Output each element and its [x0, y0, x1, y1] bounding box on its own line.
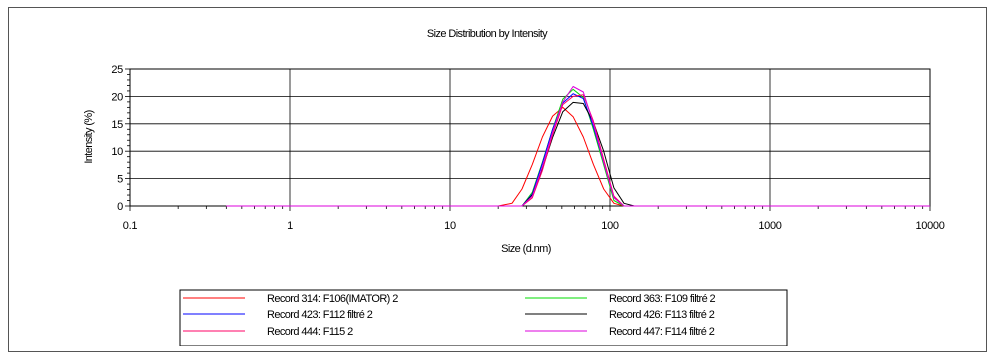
- series-line: [226, 86, 930, 207]
- y-tick-label: 5: [117, 174, 123, 186]
- legend-box: [179, 289, 788, 346]
- x-axis-label: Size (d.nm): [501, 243, 551, 255]
- y-tick-label: 10: [111, 146, 123, 158]
- y-tick-label: 0: [117, 201, 123, 213]
- legend-label: Record 363: F109 filtré 2: [609, 293, 716, 305]
- series-line: [226, 101, 930, 207]
- legend-items: Record 314: F106(IMATOR) 2 Record 363: F1…: [183, 293, 716, 338]
- series-lines: [226, 86, 930, 207]
- plot-area: [129, 68, 931, 207]
- plot-border: [129, 68, 931, 207]
- x-tick-label: 1000: [758, 220, 781, 232]
- x-tick-label: 1: [287, 220, 293, 232]
- legend-label: Record 447: F114 filtré 2: [609, 326, 715, 338]
- series-line: [226, 88, 930, 207]
- x-tick-label: 100: [601, 220, 619, 232]
- legend-label: Record 426: F113 filtré 2: [609, 309, 715, 321]
- chart-title: Size Distribution by Intensity: [427, 28, 548, 40]
- y-tick-label: 20: [111, 91, 123, 103]
- x-tick-label: 10: [444, 220, 456, 232]
- series-line: [226, 93, 930, 207]
- x-minor-ticks: [129, 206, 931, 211]
- legend-label: Record 444: F115 2: [267, 326, 353, 338]
- series-line: [226, 106, 930, 207]
- y-axis-label: Intensity (%): [83, 110, 95, 163]
- legend: Record 314: F106(IMATOR) 2 Record 363: F1…: [179, 289, 788, 346]
- y-tick-labels: 0 5 10 15 20 25: [111, 64, 123, 213]
- x-tick-labels: 0.1 1 10 100 1000 10000: [123, 220, 945, 232]
- series-line: [226, 94, 930, 207]
- legend-label: Record 423: F112 filtré 2: [267, 309, 373, 321]
- x-tick-label: 10000: [915, 220, 944, 232]
- y-tick-label: 25: [111, 64, 123, 76]
- x-tick-label: 0.1: [123, 220, 138, 232]
- legend-label: Record 314: F106(IMATOR) 2: [267, 293, 398, 305]
- y-minor-ticks: [125, 68, 130, 207]
- chart-grid: [130, 69, 930, 206]
- y-tick-label: 15: [111, 119, 123, 131]
